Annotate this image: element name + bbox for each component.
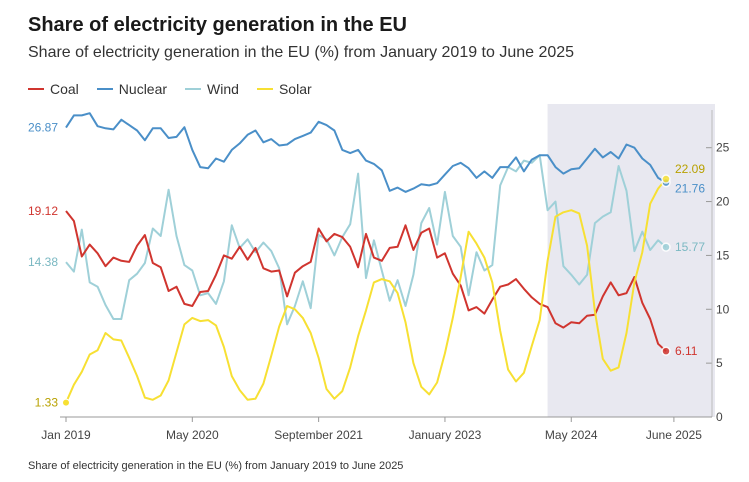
y-tick-label-2: 10 [716, 302, 730, 316]
x-tick-label-3: January 2023 [409, 428, 482, 442]
x-tick-label-1: May 2020 [166, 428, 219, 442]
end-label-wind: 15.77 [675, 240, 705, 254]
y-tick-label-5: 25 [716, 141, 730, 155]
start-label-coal: 19.12 [28, 204, 58, 218]
legend-label-solar: Solar [278, 81, 312, 97]
legend-swatch-wind [185, 88, 202, 90]
legend-label-wind: Wind [207, 81, 239, 97]
y-tick-label-1: 5 [716, 356, 723, 370]
legend-item-wind: Wind [185, 81, 239, 97]
series-line-wind [65, 154, 667, 326]
x-tick-label-4: May 2024 [545, 428, 598, 442]
y-tick-label-0: 0 [716, 410, 723, 424]
legend-item-coal: Coal [28, 81, 79, 97]
y-tick-label-3: 15 [716, 248, 730, 262]
end-label-coal: 6.11 [675, 344, 698, 358]
x-tick-label-5: June 2025 [646, 428, 702, 442]
highlight-band [547, 104, 715, 417]
legend-item-solar: Solar [256, 81, 312, 97]
legend-label-nuclear: Nuclear [118, 81, 168, 97]
x-tick-label-0: Jan 2019 [41, 428, 91, 442]
start-dot-solar [62, 398, 70, 407]
legend-label-coal: Coal [50, 81, 79, 97]
end-dot-coal [661, 346, 671, 356]
chart-title: Share of electricity generation in the E… [28, 14, 407, 36]
series-line-coal [65, 210, 667, 352]
x-tick-label-2: September 2021 [274, 428, 363, 442]
end-dot-wind [661, 242, 671, 252]
start-label-nuclear: 26.87 [28, 121, 58, 135]
start-label-solar: 1.33 [35, 396, 59, 410]
end-label-nuclear: 21.76 [675, 182, 705, 196]
legend: Coal Nuclear Wind Solar [28, 81, 312, 97]
legend-swatch-solar [256, 88, 273, 90]
series-line-solar [65, 178, 667, 404]
legend-item-nuclear: Nuclear [96, 81, 168, 97]
legend-swatch-nuclear [96, 88, 113, 90]
start-label-wind: 14.38 [28, 255, 58, 269]
y-tick-label-4: 20 [716, 195, 730, 209]
legend-swatch-coal [28, 88, 44, 90]
series-line-nuclear [65, 112, 667, 193]
end-label-solar: 22.09 [675, 162, 705, 176]
chart-footnote: Share of electricity generation in the E… [28, 460, 404, 472]
chart-subtitle: Share of electricity generation in the E… [28, 44, 575, 61]
end-dot-solar [661, 174, 671, 184]
